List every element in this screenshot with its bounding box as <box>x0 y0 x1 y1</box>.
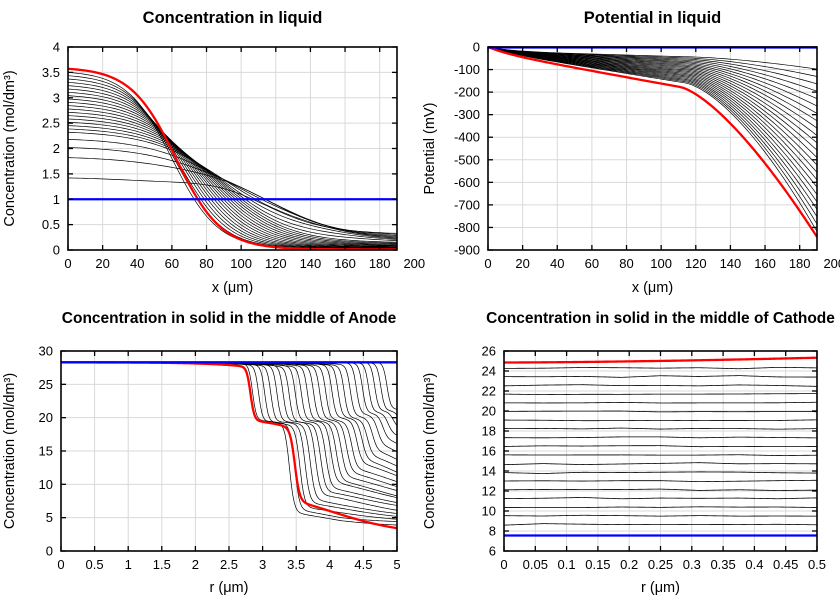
svg-text:12: 12 <box>482 484 496 499</box>
svg-text:4: 4 <box>326 557 333 572</box>
svg-text:5: 5 <box>46 510 53 525</box>
svg-text:120: 120 <box>265 256 287 271</box>
svg-text:Concentration (mol/dm³): Concentration (mol/dm³) <box>2 70 18 226</box>
svg-text:-700: -700 <box>454 197 480 212</box>
svg-text:100: 100 <box>230 256 252 271</box>
svg-text:-300: -300 <box>454 107 480 122</box>
svg-text:1.5: 1.5 <box>153 557 171 572</box>
svg-text:1.5: 1.5 <box>42 166 60 181</box>
svg-text:6: 6 <box>489 544 496 559</box>
svg-text:4.5: 4.5 <box>354 557 372 572</box>
svg-text:-500: -500 <box>454 152 480 167</box>
svg-text:1: 1 <box>125 557 132 572</box>
svg-text:100: 100 <box>650 256 672 271</box>
svg-text:60: 60 <box>165 256 179 271</box>
svg-text:-100: -100 <box>454 62 480 77</box>
svg-text:22: 22 <box>482 384 496 399</box>
svg-text:20: 20 <box>39 410 53 425</box>
svg-text:0.05: 0.05 <box>523 557 548 572</box>
svg-text:180: 180 <box>789 256 811 271</box>
svg-text:0.2: 0.2 <box>620 557 638 572</box>
svg-text:3: 3 <box>53 90 60 105</box>
svg-text:1: 1 <box>53 192 60 207</box>
svg-text:Potential in liquid: Potential in liquid <box>584 9 722 27</box>
svg-text:160: 160 <box>754 256 776 271</box>
svg-text:80: 80 <box>199 256 213 271</box>
svg-text:40: 40 <box>130 256 144 271</box>
svg-text:0.1: 0.1 <box>558 557 576 572</box>
svg-text:20: 20 <box>482 404 496 419</box>
svg-text:-600: -600 <box>454 175 480 190</box>
svg-text:Potential (mV): Potential (mV) <box>422 103 438 195</box>
svg-text:-200: -200 <box>454 85 480 100</box>
svg-text:Concentration in liquid: Concentration in liquid <box>143 9 323 27</box>
svg-text:Concentration in solid in the: Concentration in solid in the middle of … <box>486 310 835 327</box>
svg-text:180: 180 <box>369 256 391 271</box>
svg-text:4: 4 <box>53 40 60 55</box>
svg-text:16: 16 <box>482 444 496 459</box>
svg-text:200: 200 <box>823 256 840 271</box>
svg-text:120: 120 <box>685 256 707 271</box>
svg-text:0: 0 <box>473 40 480 55</box>
svg-text:0.5: 0.5 <box>86 557 104 572</box>
svg-text:-900: -900 <box>454 243 480 258</box>
svg-text:0.25: 0.25 <box>648 557 673 572</box>
svg-text:80: 80 <box>619 256 633 271</box>
svg-text:Concentration (mol/dm³): Concentration (mol/dm³) <box>2 373 18 529</box>
svg-text:140: 140 <box>300 256 322 271</box>
svg-text:3: 3 <box>259 557 266 572</box>
svg-text:0.5: 0.5 <box>42 217 60 232</box>
svg-text:18: 18 <box>482 424 496 439</box>
svg-text:5: 5 <box>393 557 400 572</box>
svg-text:0.45: 0.45 <box>773 557 798 572</box>
svg-text:0: 0 <box>46 544 53 559</box>
svg-text:2.5: 2.5 <box>220 557 238 572</box>
svg-text:0: 0 <box>64 256 71 271</box>
svg-text:-800: -800 <box>454 220 480 235</box>
svg-text:2.5: 2.5 <box>42 116 60 131</box>
svg-text:r (μm): r (μm) <box>210 580 249 596</box>
svg-text:25: 25 <box>39 377 53 392</box>
svg-text:3.5: 3.5 <box>287 557 305 572</box>
svg-text:r (μm): r (μm) <box>641 580 680 596</box>
svg-text:40: 40 <box>550 256 564 271</box>
svg-text:x (μm): x (μm) <box>212 280 253 296</box>
svg-text:2: 2 <box>192 557 199 572</box>
svg-text:x (μm): x (μm) <box>632 280 673 296</box>
svg-text:140: 140 <box>720 256 742 271</box>
svg-text:0: 0 <box>484 256 491 271</box>
svg-text:15: 15 <box>39 444 53 459</box>
svg-text:26: 26 <box>482 344 496 359</box>
svg-text:0.35: 0.35 <box>710 557 735 572</box>
svg-text:0: 0 <box>57 557 64 572</box>
svg-text:20: 20 <box>515 256 529 271</box>
svg-text:10: 10 <box>482 504 496 519</box>
svg-text:24: 24 <box>482 364 496 379</box>
svg-text:0: 0 <box>53 243 60 258</box>
svg-text:0.5: 0.5 <box>808 557 826 572</box>
svg-text:60: 60 <box>585 256 599 271</box>
svg-text:30: 30 <box>39 344 53 359</box>
svg-text:0.15: 0.15 <box>585 557 610 572</box>
svg-text:0.4: 0.4 <box>745 557 763 572</box>
svg-text:0.3: 0.3 <box>683 557 701 572</box>
svg-text:2: 2 <box>53 141 60 156</box>
svg-text:14: 14 <box>482 464 496 479</box>
svg-text:160: 160 <box>334 256 356 271</box>
svg-text:3.5: 3.5 <box>42 65 60 80</box>
svg-text:Concentration (mol/dm³): Concentration (mol/dm³) <box>422 373 438 529</box>
svg-text:-400: -400 <box>454 130 480 145</box>
svg-text:20: 20 <box>95 256 109 271</box>
svg-text:10: 10 <box>39 477 53 492</box>
svg-text:8: 8 <box>489 524 496 539</box>
svg-text:0: 0 <box>500 557 507 572</box>
svg-text:Concentration in solid in the: Concentration in solid in the middle of … <box>62 310 397 327</box>
